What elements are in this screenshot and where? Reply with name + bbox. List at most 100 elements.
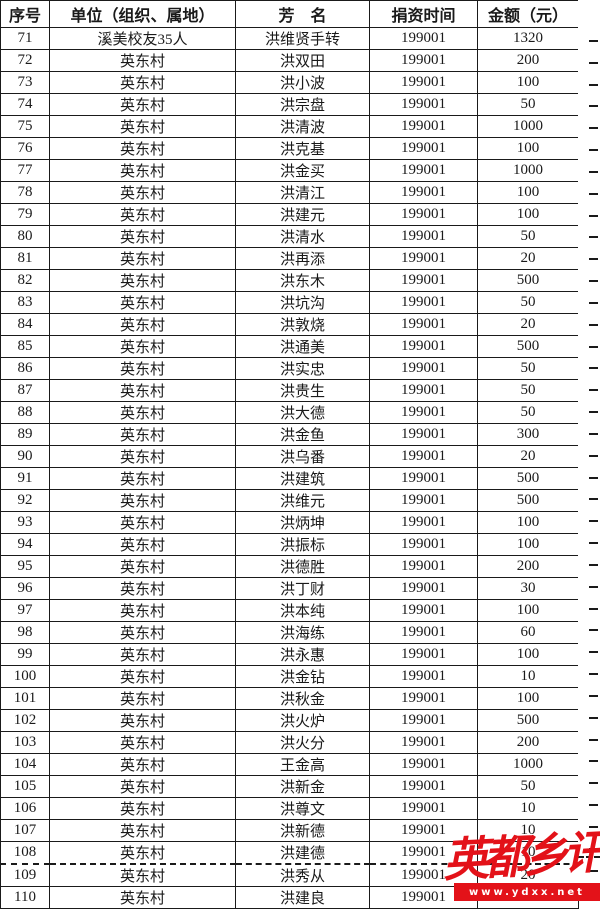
table-row: 86 英东村 洪实忠 199001 50 — [0, 357, 579, 380]
cell-amount: 50 — [477, 401, 579, 424]
tick-mark — [589, 476, 598, 479]
table-row: 76 英东村 洪克基 199001 100 — [0, 137, 579, 160]
table-row: 106 英东村 洪尊文 199001 10 — [0, 797, 579, 820]
table-row: 88 英东村 洪大德 199001 50 — [0, 401, 579, 424]
cell-time: 199001 — [369, 181, 478, 204]
cell-unit: 英东村 — [49, 621, 236, 644]
cell-name: 洪炳坤 — [235, 511, 370, 534]
col-header-time: 捐资时间 — [369, 0, 478, 28]
cell-unit: 英东村 — [49, 467, 236, 490]
tick-mark — [589, 760, 598, 763]
cell-name: 洪建良 — [235, 886, 370, 909]
cell-amount: 100 — [477, 203, 579, 226]
cell-name: 洪新德 — [235, 819, 370, 842]
tick-mark — [589, 323, 598, 326]
cell-time: 199001 — [369, 467, 478, 490]
cell-time: 199001 — [369, 863, 478, 887]
cell-amount: 30 — [477, 577, 579, 600]
table-row: 104 英东村 王金高 199001 1000 — [0, 753, 579, 776]
cell-time: 199001 — [369, 445, 478, 468]
tick-mark — [589, 498, 598, 501]
tick-mark — [589, 869, 598, 872]
cell-no: 88 — [0, 401, 50, 424]
tick-mark — [589, 694, 598, 697]
cell-time: 199001 — [369, 93, 478, 116]
cell-name: 洪尊文 — [235, 797, 370, 820]
table-row: 84 英东村 洪敦烧 199001 20 — [0, 313, 579, 336]
cell-unit: 英东村 — [49, 599, 236, 622]
cell-name: 洪德胜 — [235, 555, 370, 578]
table-row: 81 英东村 洪再添 199001 20 — [0, 247, 579, 270]
cell-no: 78 — [0, 181, 50, 204]
cell-no: 76 — [0, 137, 50, 160]
tick-mark — [589, 236, 598, 239]
table-row: 71 溪美校友35人 洪维贤手转 199001 1320 — [0, 27, 579, 50]
cell-time: 199001 — [369, 291, 478, 314]
cell-name: 王金高 — [235, 753, 370, 776]
page-break-line — [578, 856, 600, 858]
cell-name: 洪再添 — [235, 247, 370, 270]
cell-amount: 50 — [477, 291, 579, 314]
cell-amount: 50 — [477, 379, 579, 402]
cell-amount: 50 — [477, 357, 579, 380]
cell-name: 洪振标 — [235, 533, 370, 556]
cell-no: 108 — [0, 841, 50, 865]
cell-no: 73 — [0, 71, 50, 94]
cell-unit: 英东村 — [49, 269, 236, 292]
cell-unit: 英东村 — [49, 379, 236, 402]
cell-unit: 英东村 — [49, 533, 236, 556]
cell-unit: 英东村 — [49, 445, 236, 468]
cell-no: 105 — [0, 775, 50, 798]
tick-mark — [589, 804, 598, 807]
cell-no: 90 — [0, 445, 50, 468]
cell-amount: 100 — [477, 71, 579, 94]
cell-name: 洪建德 — [235, 841, 370, 865]
table-body: 71 溪美校友35人 洪维贤手转 199001 1320 72 英东村 洪双田 199001 20… — [0, 27, 579, 909]
col-header-name: 芳 名 — [235, 0, 370, 28]
table-row: 99 英东村 洪永惠 199001 100 — [0, 643, 579, 666]
cell-unit: 溪美校友35人 — [49, 27, 236, 50]
cell-name: 洪秀从 — [235, 863, 370, 887]
cell-no: 77 — [0, 159, 50, 182]
tick-mark — [589, 673, 598, 676]
cell-unit: 英东村 — [49, 489, 236, 512]
cell-time: 199001 — [369, 511, 478, 534]
cell-time: 199001 — [369, 731, 478, 754]
cell-time: 199001 — [369, 621, 478, 644]
cell-no: 72 — [0, 49, 50, 72]
cell-time: 199001 — [369, 423, 478, 446]
cell-no: 83 — [0, 291, 50, 314]
cell-amount: 50 — [477, 225, 579, 248]
tick-mark — [589, 389, 598, 392]
cell-time: 199001 — [369, 797, 478, 820]
cell-name: 洪小波 — [235, 71, 370, 94]
col-header-amount: 金额（元） — [477, 0, 579, 28]
cell-unit: 英东村 — [49, 115, 236, 138]
cell-name: 洪敦烧 — [235, 313, 370, 336]
table-row: 100 英东村 洪金钻 199001 10 — [0, 665, 579, 688]
cell-time: 199001 — [369, 555, 478, 578]
cell-unit: 英东村 — [49, 335, 236, 358]
table-row: 83 英东村 洪坑沟 199001 50 — [0, 291, 579, 314]
cell-amount: 100 — [477, 181, 579, 204]
cell-unit: 英东村 — [49, 401, 236, 424]
cell-time: 199001 — [369, 159, 478, 182]
cell-no: 101 — [0, 687, 50, 710]
cell-name: 洪海练 — [235, 621, 370, 644]
cell-name: 洪新金 — [235, 775, 370, 798]
cell-name: 洪坑沟 — [235, 291, 370, 314]
cell-no: 99 — [0, 643, 50, 666]
cell-unit: 英东村 — [49, 709, 236, 732]
cell-amount: 500 — [477, 489, 579, 512]
table-row: 102 英东村 洪火炉 199001 500 — [0, 709, 579, 732]
cell-name: 洪双田 — [235, 49, 370, 72]
cell-name: 洪建元 — [235, 203, 370, 226]
cell-no: 98 — [0, 621, 50, 644]
cell-unit: 英东村 — [49, 753, 236, 776]
cell-no: 95 — [0, 555, 50, 578]
table-row: 78 英东村 洪清江 199001 100 — [0, 181, 579, 204]
cell-amount: 1000 — [477, 753, 579, 776]
cell-time: 199001 — [369, 577, 478, 600]
cell-name: 洪丁财 — [235, 577, 370, 600]
cell-unit: 英东村 — [49, 819, 236, 842]
